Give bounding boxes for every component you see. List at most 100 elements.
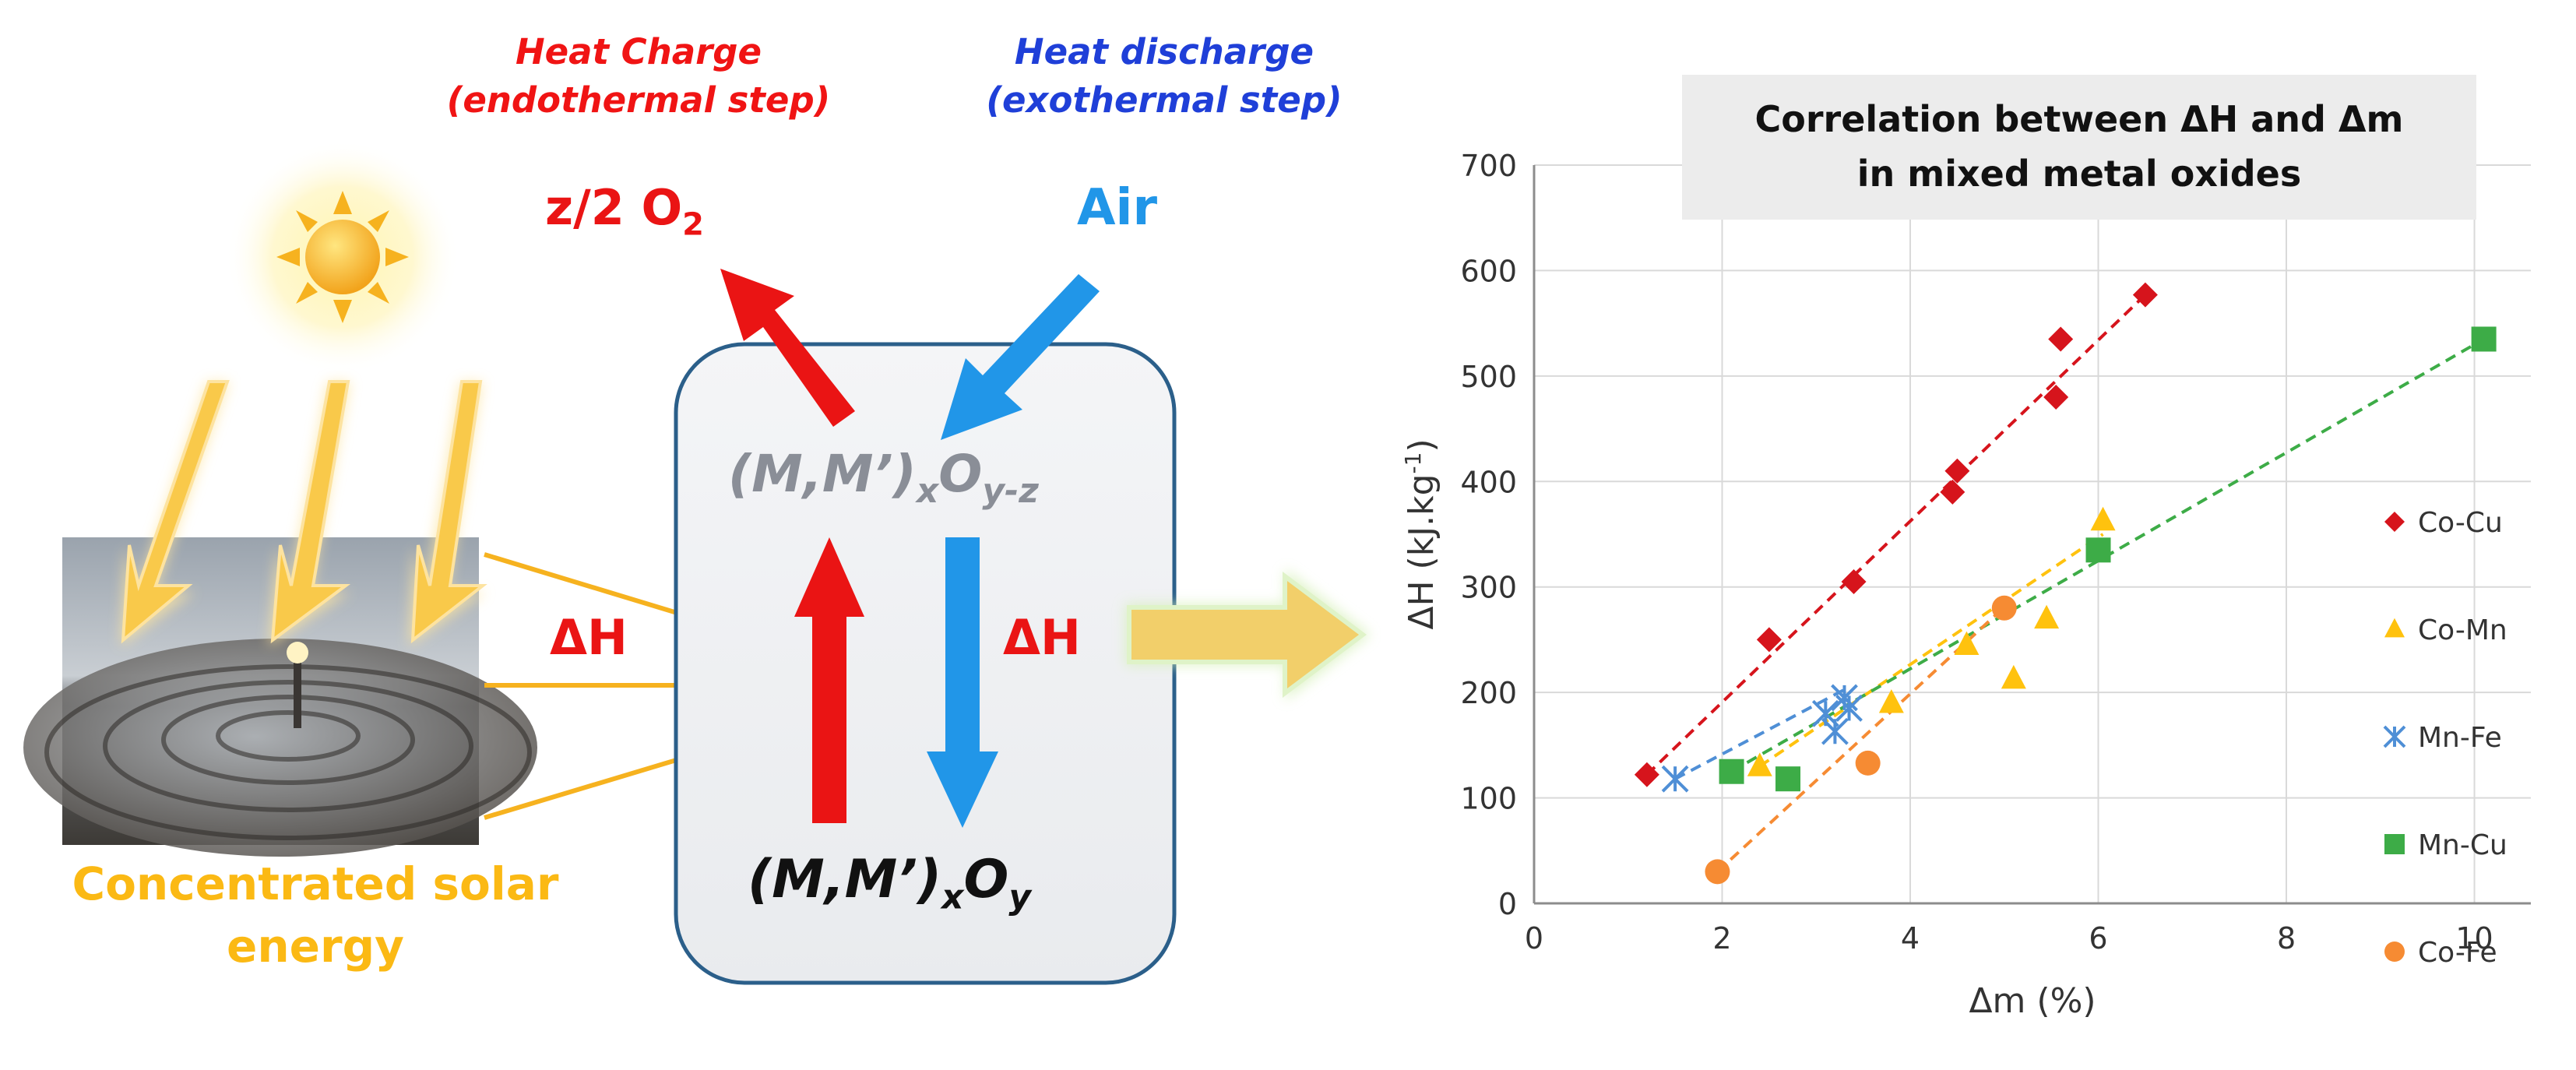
data-point-mn-fe [1661, 765, 1689, 793]
heat-charge-title: Heat Charge [515, 31, 762, 72]
y-tick-label: 700 [1460, 149, 1517, 183]
data-point-mn-cu [1719, 759, 1744, 784]
data-point-mn-fe [1835, 695, 1863, 722]
heat-discharge-title: Heat discharge [1014, 31, 1314, 72]
data-point-co-cu [1634, 762, 1659, 787]
sunlight-arrows [121, 380, 487, 646]
legend-label-co-fe: Co-Fe [2418, 937, 2497, 969]
heat-charge-label: Heat Charge (endothermal step) [389, 28, 888, 125]
data-point-co-cu [2132, 282, 2158, 308]
x-tick-label: 0 [1525, 921, 1543, 956]
charge-up-arrow [794, 537, 864, 823]
y-axis-label: ΔH (kJ.kg-1) [1400, 438, 1442, 629]
data-point-co-cu [1756, 627, 1782, 653]
data-point-co-mn [1878, 689, 1904, 713]
x-tick-label: 4 [1901, 921, 1920, 956]
data-point-co-cu [2048, 326, 2074, 352]
legend-marker-mn-fe [2383, 725, 2406, 748]
trend-lines [1645, 294, 2485, 873]
oxide-oxidized-sub-x: x [941, 877, 964, 917]
data-point-co-cu [1940, 479, 1965, 505]
solar-energy-line2: energy [227, 920, 404, 973]
x-tick-label: 8 [2277, 921, 2296, 956]
tick-labels: 0 100 200 300 400 500 600 700 0 2 4 6 8 10 [1460, 149, 2493, 956]
data-point-mn-fe [1821, 717, 1849, 745]
legend-label-mn-fe: Mn-Fe [2418, 722, 2502, 754]
chart-title-line1: Correlation between ΔH and Δm [1754, 98, 2404, 140]
x-tick-label: 2 [1712, 921, 1731, 956]
legend-label-mn-cu: Mn-Cu [2418, 829, 2507, 861]
data-point-co-mn [1747, 752, 1772, 776]
oxide-oxidized-cations: (M,M’) [748, 849, 942, 910]
y-tick-label: 200 [1460, 676, 1517, 710]
oxide-oxidized-sub-y: y [1008, 877, 1032, 917]
oxygen-release-arrow [720, 269, 855, 427]
legend-marker-co-cu [2384, 512, 2405, 532]
data-point-mn-cu [2471, 326, 2497, 352]
chart-title: Correlation between ΔH and Δm in mixed m… [1682, 75, 2476, 201]
y-axis-label-exponent: -1 [1400, 452, 1426, 474]
data-point-co-cu [2043, 384, 2069, 410]
data-point-co-fe [1705, 859, 1730, 885]
data-point-co-fe [1991, 595, 2017, 621]
chart-grid [1533, 164, 2531, 904]
heat-charge-subtitle: (endothermal step) [446, 79, 831, 121]
data-point-co-mn [2001, 664, 2026, 689]
trend-line-mn-fe [1674, 685, 1850, 780]
x-axis-label: Δm (%) [1969, 981, 2096, 1021]
chart-title-box: Correlation between ΔH and Δm in mixed m… [1682, 75, 2476, 220]
data-point-co-cu [1944, 458, 1970, 484]
heat-discharge-subtitle: (exothermal step) [986, 79, 1343, 121]
chart-title-line2: in mixed metal oxides [1856, 153, 2302, 195]
oxygen-label: z/2 O2 [545, 179, 704, 242]
x-tick-label: 6 [2089, 921, 2107, 956]
solar-field-photo [23, 537, 537, 857]
legend-label-co-cu: Co-Cu [2418, 507, 2503, 539]
y-tick-label: 100 [1460, 782, 1517, 816]
y-tick-label: 500 [1460, 360, 1517, 394]
y-tick-label: 300 [1460, 571, 1517, 605]
trend-line-co-mn [1758, 533, 2104, 768]
y-tick-label: 600 [1460, 254, 1517, 288]
x-tick-label: 10 [2455, 921, 2493, 956]
oxide-oxidized-oxygen: O [963, 849, 1009, 910]
delta-h-input-label: ΔH [550, 609, 628, 666]
process-diagram [23, 140, 1371, 985]
legend-marker-mn-cu [2384, 834, 2405, 854]
air-intake-arrow [941, 274, 1100, 440]
oxide-reduced-oxygen: O [938, 444, 983, 504]
y-tick-label: 400 [1460, 465, 1517, 499]
oxygen-subscript: 2 [682, 206, 705, 243]
discharge-down-arrow [927, 537, 998, 828]
solar-energy-line1: Concentrated solar [72, 857, 559, 910]
data-point-mn-cu [1775, 766, 1801, 792]
y-axis-label-main: ΔH (kJ.kg [1402, 473, 1441, 629]
legend-marker-co-mn [2384, 618, 2405, 638]
oxide-oxidized-formula: (M,M’)xOy [748, 849, 1031, 917]
oxide-reduced-cations: (M,M’) [728, 444, 917, 504]
legend-label-co-mn: Co-Mn [2418, 614, 2507, 646]
data-point-co-fe [1855, 750, 1881, 776]
oxide-reduced-sub-x: x [916, 471, 939, 512]
heat-discharge-label: Heat discharge (exothermal step) [907, 28, 1421, 125]
data-point-co-cu [1841, 568, 1867, 594]
chart-axes [1533, 165, 2531, 905]
data-point-mn-cu [2085, 537, 2111, 563]
oxygen-text: z/2 O [545, 179, 683, 236]
data-points [1634, 282, 2497, 885]
y-tick-label: 0 [1498, 887, 1517, 921]
air-label: Air [1077, 179, 1158, 237]
oxide-reduced-sub-yz: y-z [982, 471, 1039, 512]
legend-marker-co-fe [2384, 942, 2405, 962]
chart-legend: Co-Cu Co-Mn Mn-Fe Mn-Cu Co-Fe [2383, 507, 2507, 969]
solar-energy-label: Concentrated solar energy [16, 853, 615, 977]
delta-h-output-label: ΔH [1003, 609, 1081, 666]
sun-icon [226, 140, 459, 374]
trend-line-co-cu [1645, 294, 2147, 776]
data-point-co-mn [2034, 604, 2060, 629]
data-point-co-mn [1954, 631, 1980, 655]
oxide-reduced-formula: (M,M’)xOy-z [728, 444, 1039, 511]
output-arrow [1125, 568, 1371, 701]
scatter-chart: 0 100 200 300 400 500 600 700 0 2 4 6 8 10 Co-Cu Co-Mn… [1400, 149, 2531, 1021]
y-axis-label-close: ) [1402, 438, 1441, 452]
